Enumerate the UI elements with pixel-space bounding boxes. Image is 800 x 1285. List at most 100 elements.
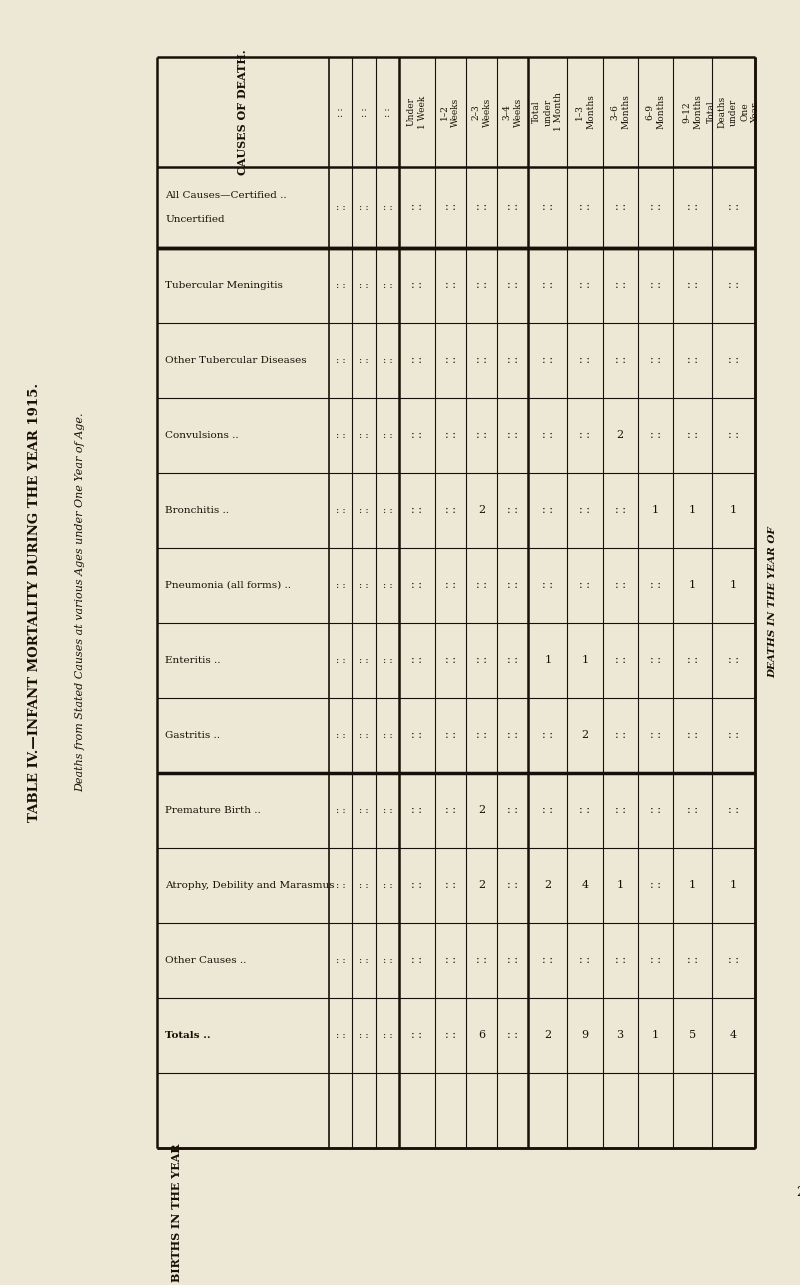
Text: : :: : : (445, 1031, 456, 1041)
Text: : :: : : (382, 581, 393, 590)
Text: : :: : : (336, 731, 346, 740)
Text: : :: : : (507, 806, 518, 816)
Text: TABLE IV.—INFANT MORTALITY DURING THE YEAR 1915.: TABLE IV.—INFANT MORTALITY DURING THE YE… (29, 383, 42, 822)
Text: 1: 1 (730, 505, 737, 515)
Text: : :: : : (507, 430, 518, 441)
Text: : :: : : (687, 730, 698, 740)
Text: Totals ..: Totals .. (165, 1031, 210, 1040)
Text: : :: : : (411, 430, 422, 441)
Text: : :: : : (579, 430, 590, 441)
Text: : :: : : (650, 355, 661, 365)
Text: : :: : : (476, 280, 487, 290)
Text: 1: 1 (617, 880, 624, 891)
Text: : :: : : (360, 107, 369, 117)
Text: 1: 1 (730, 581, 737, 590)
Text: : :: : : (476, 956, 487, 965)
Text: 1: 1 (652, 1031, 659, 1041)
Text: : :: : : (411, 581, 422, 590)
Text: : :: : : (382, 956, 393, 965)
Text: : :: : : (507, 280, 518, 290)
Text: 2: 2 (478, 505, 485, 515)
Text: : :: : : (445, 355, 456, 365)
Text: : :: : : (411, 280, 422, 290)
Text: : :: : : (728, 806, 739, 816)
Text: : :: : : (650, 880, 661, 891)
Text: 2: 2 (582, 730, 589, 740)
Text: DEATHS IN THE YEAR OF: DEATHS IN THE YEAR OF (769, 527, 778, 678)
Text: : :: : : (359, 581, 369, 590)
Text: : :: : : (728, 280, 739, 290)
Text: 1: 1 (652, 505, 659, 515)
Text: : :: : : (579, 355, 590, 365)
Text: : :: : : (476, 355, 487, 365)
Text: : :: : : (650, 430, 661, 441)
Text: : :: : : (382, 1031, 393, 1040)
Text: 1: 1 (689, 880, 696, 891)
Text: 1: 1 (582, 655, 589, 666)
Text: : :: : : (359, 806, 369, 815)
Text: : :: : : (687, 956, 698, 965)
Text: : :: : : (507, 730, 518, 740)
Text: : :: : : (445, 806, 456, 816)
Text: : :: : : (383, 107, 392, 117)
Text: 6–9
Months: 6–9 Months (646, 95, 666, 130)
Text: : :: : : (411, 1031, 422, 1041)
Text: : :: : : (359, 956, 369, 965)
Text: : :: : : (411, 730, 422, 740)
Text: : :: : : (614, 655, 626, 666)
Text: : :: : : (382, 356, 393, 365)
Text: : :: : : (476, 655, 487, 666)
Text: 4: 4 (730, 1031, 737, 1041)
Text: : :: : : (542, 806, 554, 816)
Text: 1: 1 (689, 505, 696, 515)
Text: 1: 1 (730, 880, 737, 891)
Text: : :: : : (687, 202, 698, 212)
Text: : :: : : (411, 806, 422, 816)
Text: 2: 2 (478, 806, 485, 816)
Text: : :: : : (728, 956, 739, 965)
Text: : :: : : (359, 1031, 369, 1040)
Text: : :: : : (445, 730, 456, 740)
Text: : :: : : (445, 880, 456, 891)
Text: : :: : : (507, 880, 518, 891)
Text: : :: : : (614, 355, 626, 365)
Text: 1: 1 (544, 655, 551, 666)
Text: : :: : : (411, 202, 422, 212)
Text: : :: : : (411, 655, 422, 666)
Text: : :: : : (445, 430, 456, 441)
Text: : :: : : (687, 355, 698, 365)
Text: Under
1 Week: Under 1 Week (407, 95, 427, 128)
Text: 2: 2 (544, 1031, 551, 1041)
Text: Total
under
1 Month: Total under 1 Month (532, 93, 563, 131)
Text: : :: : : (687, 430, 698, 441)
Text: : :: : : (542, 730, 554, 740)
Text: 3–6
Months: 3–6 Months (610, 95, 630, 130)
Text: : :: : : (650, 202, 661, 212)
Text: : :: : : (445, 581, 456, 590)
Text: : :: : : (382, 731, 393, 740)
Text: : :: : : (728, 730, 739, 740)
Text: : :: : : (687, 280, 698, 290)
Text: : :: : : (336, 806, 346, 815)
Text: Premature Birth ..: Premature Birth .. (165, 806, 261, 815)
Text: : :: : : (507, 355, 518, 365)
Text: : :: : : (476, 730, 487, 740)
Text: : :: : : (476, 430, 487, 441)
Text: : :: : : (507, 655, 518, 666)
Text: : :: : : (336, 280, 346, 289)
Text: 2–3
Weeks: 2–3 Weeks (471, 98, 491, 127)
Text: : :: : : (445, 202, 456, 212)
Text: : :: : : (336, 203, 346, 212)
Text: 1–2
Weeks: 1–2 Weeks (440, 98, 460, 127)
Text: : :: : : (687, 806, 698, 816)
Text: : :: : : (445, 505, 456, 515)
Text: : :: : : (336, 581, 346, 590)
Text: : :: : : (650, 655, 661, 666)
Text: : :: : : (359, 430, 369, 439)
Text: 1: 1 (689, 581, 696, 590)
Text: 9–12
Months: 9–12 Months (682, 95, 702, 130)
Text: : :: : : (507, 581, 518, 590)
Text: 204: 204 (796, 1186, 800, 1199)
Text: : :: : : (411, 880, 422, 891)
Text: 2: 2 (478, 880, 485, 891)
